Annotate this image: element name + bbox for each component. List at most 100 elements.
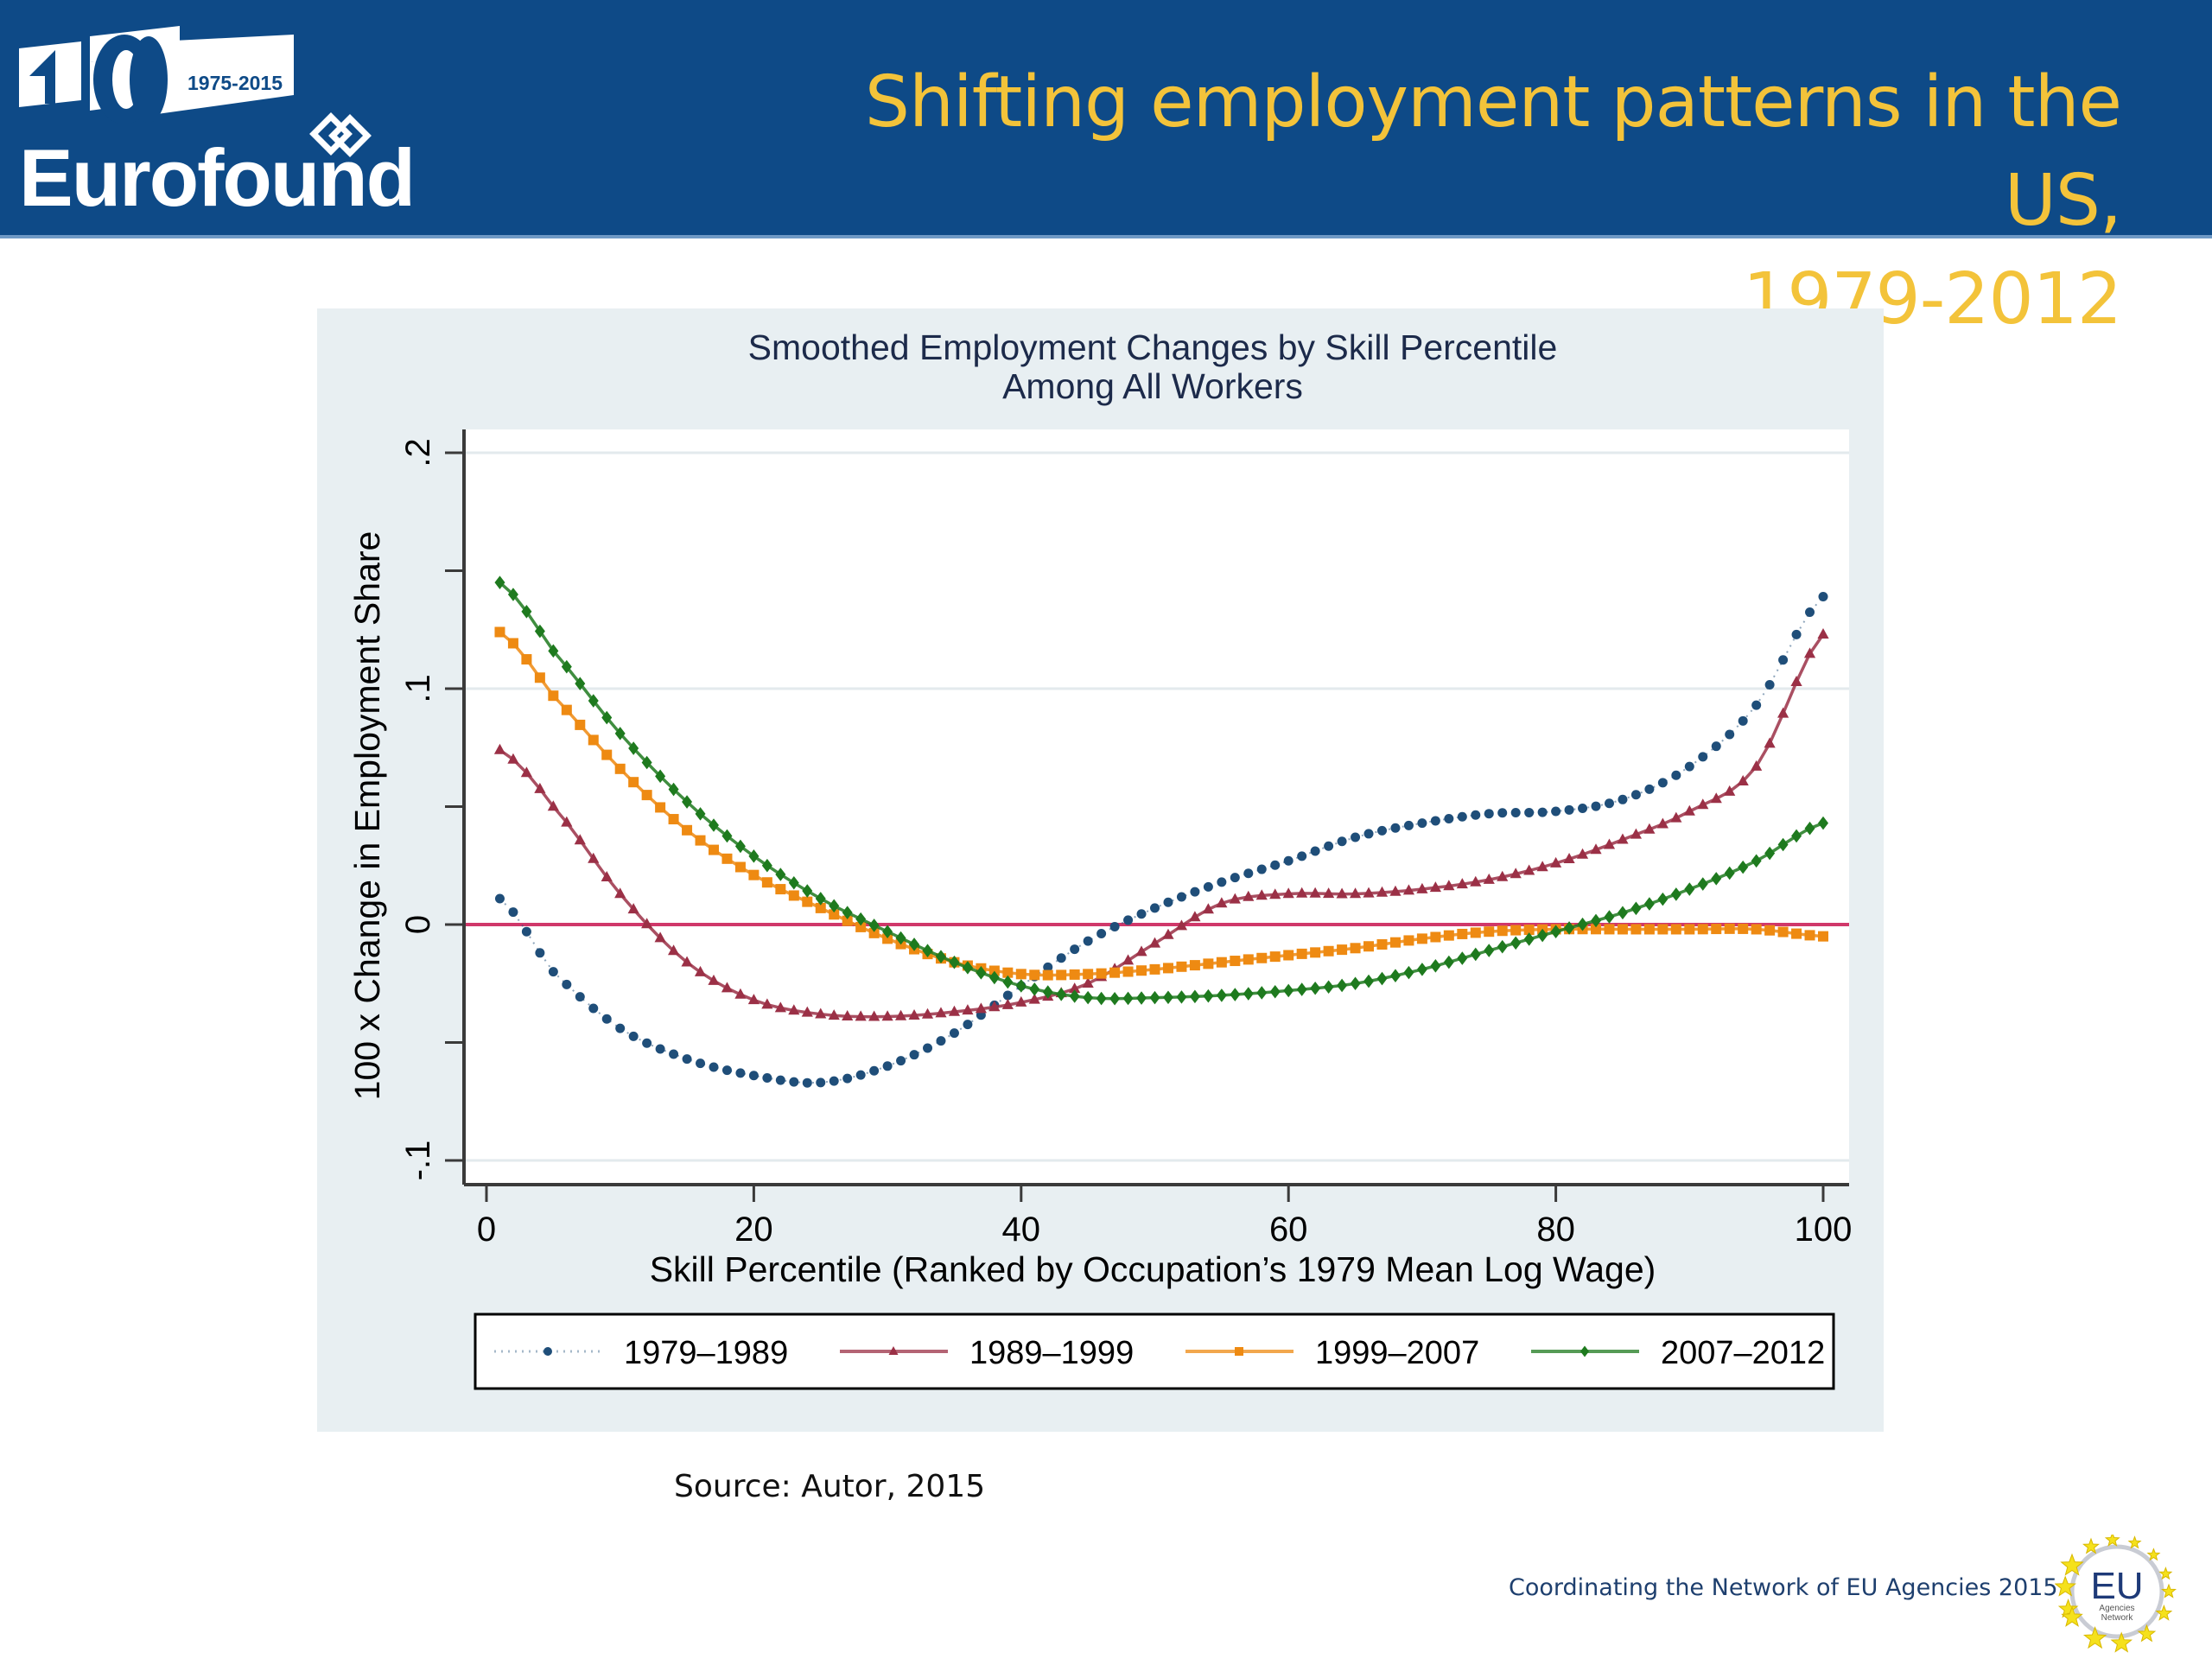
- data-point: [1536, 861, 1548, 872]
- data-point: [614, 887, 626, 899]
- data-point: [788, 875, 799, 890]
- data-point: [1657, 892, 1669, 906]
- data-point: [1604, 924, 1615, 935]
- data-point: [1096, 928, 1107, 938]
- data-point: [1363, 887, 1375, 898]
- data-point: [655, 802, 666, 813]
- star-icon: [2110, 1631, 2133, 1653]
- data-point: [1002, 990, 1013, 1001]
- data-point: [1657, 924, 1669, 935]
- data-point: [774, 1001, 786, 1013]
- data-point: [1550, 925, 1561, 938]
- data-point: [1497, 808, 1508, 818]
- data-point: [1671, 770, 1681, 780]
- data-point: [1618, 794, 1628, 804]
- data-point: [1456, 878, 1468, 889]
- data-point: [1175, 919, 1188, 931]
- data-point: [1643, 897, 1655, 911]
- data-point: [494, 575, 505, 589]
- data-point: [1136, 991, 1147, 1005]
- data-point: [1443, 930, 1454, 941]
- data-point: [1336, 887, 1348, 899]
- data-point: [935, 950, 946, 963]
- star-icon: [2055, 1575, 2076, 1597]
- data-point: [1764, 737, 1776, 748]
- data-point: [1190, 887, 1200, 897]
- data-point: [1725, 729, 1735, 740]
- x-tick-label: 100: [1795, 1211, 1853, 1249]
- chart-subtitle: Among All Workers: [1002, 366, 1303, 406]
- data-point: [1310, 846, 1320, 856]
- data-point: [1630, 790, 1641, 800]
- data-point: [694, 965, 707, 976]
- data-point: [1351, 832, 1361, 842]
- data-point: [734, 861, 746, 873]
- data-point: [561, 659, 572, 674]
- data-point: [1484, 944, 1495, 957]
- data-point: [1578, 803, 1588, 813]
- data-point: [1684, 761, 1694, 772]
- data-point: [1804, 821, 1815, 836]
- data-point: [868, 918, 880, 932]
- data-point: [1711, 741, 1721, 752]
- data-point: [682, 1054, 692, 1065]
- data-point: [1070, 944, 1080, 955]
- data-point: [1229, 893, 1241, 904]
- data-point: [788, 890, 799, 901]
- data-point: [1043, 962, 1053, 972]
- data-point: [1216, 988, 1227, 1002]
- series-line: [499, 633, 1825, 1019]
- data-point: [1282, 887, 1294, 899]
- data-point: [1323, 887, 1335, 899]
- data-point: [669, 1049, 679, 1059]
- data-point: [1202, 903, 1214, 914]
- data-point: [575, 677, 586, 690]
- data-point: [696, 1058, 706, 1069]
- data-point: [1203, 988, 1214, 1003]
- data-point: [921, 1007, 934, 1019]
- data-point: [1590, 843, 1602, 855]
- data-point: [1791, 928, 1802, 939]
- series-line: [499, 631, 1824, 977]
- data-point: [1510, 936, 1522, 950]
- data-point: [748, 869, 760, 880]
- legend-label: 1999–2007: [1315, 1335, 1479, 1371]
- data-point: [641, 755, 652, 770]
- data-point: [1563, 852, 1575, 863]
- data-point: [936, 1036, 946, 1046]
- data-point: [1243, 954, 1254, 965]
- data-point: [1430, 931, 1441, 943]
- data-point: [1216, 957, 1227, 968]
- data-point: [721, 982, 734, 993]
- data-point: [575, 719, 586, 730]
- employment-change-chart: Smoothed Employment Changes by Skill Per…: [347, 327, 1853, 1390]
- data-point: [1323, 945, 1334, 957]
- data-point: [1457, 811, 1467, 822]
- y-tick-label: 0: [399, 915, 437, 934]
- data-point: [1189, 960, 1200, 971]
- x-axis-label: Skill Percentile (Ranked by Occupation’s…: [650, 1249, 1656, 1289]
- data-point: [748, 849, 760, 863]
- data-point: [909, 938, 920, 951]
- data-point: [1430, 816, 1440, 826]
- data-point: [1269, 951, 1281, 963]
- data-point: [494, 893, 505, 904]
- grid-lines: [466, 451, 1849, 1162]
- x-tick-label: 80: [1536, 1211, 1575, 1249]
- data-point: [1738, 923, 1749, 934]
- data-point: [789, 1077, 799, 1087]
- data-point: [548, 690, 559, 702]
- star-icon: [2104, 1535, 2120, 1547]
- data-point: [641, 918, 653, 929]
- data-point: [1457, 928, 1468, 939]
- data-point: [1350, 976, 1361, 991]
- data-point: [614, 727, 626, 741]
- data-point: [588, 734, 599, 746]
- star-icon: [2146, 1548, 2161, 1561]
- data-point: [1443, 955, 1454, 969]
- data-point: [1042, 969, 1053, 981]
- link-diamond-icon: [309, 112, 372, 157]
- eu-badge-sub2: Network: [2101, 1613, 2134, 1623]
- data-point: [962, 1004, 974, 1015]
- data-point: [1617, 906, 1628, 920]
